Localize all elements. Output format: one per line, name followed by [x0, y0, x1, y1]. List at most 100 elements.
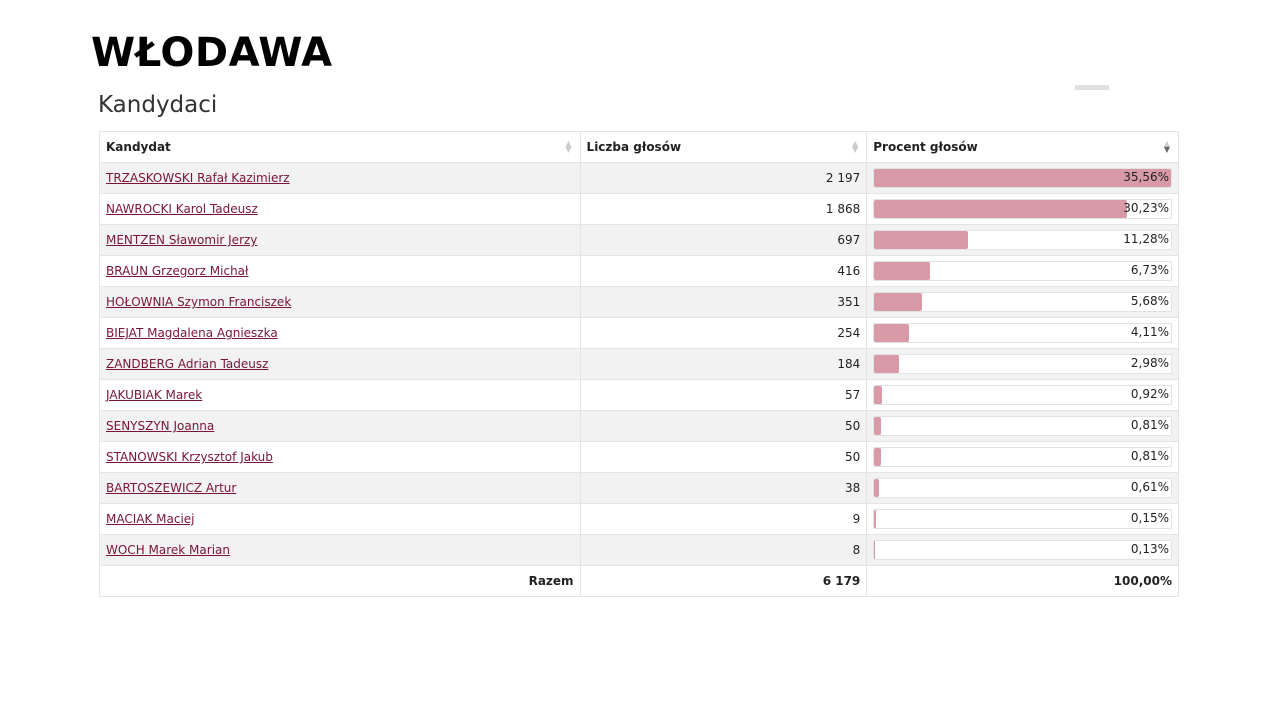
total-votes: 6 179	[579, 565, 868, 597]
candidate-link[interactable]: TRZASKOWSKI Rafał Kazimierz	[106, 171, 290, 185]
percent-bar-fill	[874, 262, 931, 280]
decorative-shape	[1075, 85, 1109, 90]
candidate-link[interactable]: WOCH Marek Marian	[106, 543, 230, 557]
percent-label: 0,92%	[1130, 387, 1169, 401]
header-label: Procent głosów	[873, 140, 978, 154]
candidate-link[interactable]: HOŁOWNIA Szymon Franciszek	[106, 295, 292, 309]
percent-bar-track: 0,61%	[873, 478, 1172, 498]
table-row: SENYSZYN Joanna 50 0,81%	[99, 410, 1179, 442]
percent-bar-fill	[874, 541, 876, 559]
votes-cell: 184	[579, 348, 868, 380]
percent-bar-track: 0,92%	[873, 385, 1172, 405]
percent-bar-fill	[874, 417, 882, 435]
percent-label: 0,13%	[1130, 542, 1169, 556]
table-row: NAWROCKI Karol Tadeusz 1 868 30,23%	[99, 193, 1179, 225]
table-row: TRZASKOWSKI Rafał Kazimierz 2 197 35,56%	[99, 162, 1179, 194]
percent-bar-fill	[874, 200, 1127, 218]
table-row: BARTOSZEWICZ Artur 38 0,61%	[99, 472, 1179, 504]
percent-label: 0,15%	[1130, 511, 1169, 525]
percent-label: 35,56%	[1123, 170, 1169, 184]
percent-label: 4,11%	[1130, 325, 1169, 339]
candidate-link[interactable]: JAKUBIAK Marek	[106, 388, 203, 402]
percent-cell: 4,11%	[866, 317, 1179, 349]
candidate-cell: STANOWSKI Krzysztof Jakub	[99, 441, 581, 473]
votes-cell: 9	[579, 503, 868, 535]
percent-bar-fill	[874, 293, 922, 311]
table-row: STANOWSKI Krzysztof Jakub 50 0,81%	[99, 441, 1179, 473]
table-row: MACIAK Maciej 9 0,15%	[99, 503, 1179, 535]
candidate-cell: BARTOSZEWICZ Artur	[99, 472, 581, 504]
table-row: BIEJAT Magdalena Agnieszka 254 4,11%	[99, 317, 1179, 349]
percent-cell: 11,28%	[866, 224, 1179, 256]
percent-bar-track: 4,11%	[873, 323, 1172, 343]
percent-bar-fill	[874, 324, 909, 342]
percent-cell: 30,23%	[866, 193, 1179, 225]
candidate-link[interactable]: BIEJAT Magdalena Agnieszka	[106, 326, 278, 340]
candidate-cell: MACIAK Maciej	[99, 503, 581, 535]
votes-cell: 57	[579, 379, 868, 411]
percent-cell: 5,68%	[866, 286, 1179, 318]
votes-cell: 2 197	[579, 162, 868, 194]
votes-cell: 1 868	[579, 193, 868, 225]
candidate-cell: NAWROCKI Karol Tadeusz	[99, 193, 581, 225]
candidate-cell: TRZASKOWSKI Rafał Kazimierz	[99, 162, 581, 194]
candidate-link[interactable]: BARTOSZEWICZ Artur	[106, 481, 237, 495]
percent-bar-track: 0,15%	[873, 509, 1172, 529]
candidate-cell: HOŁOWNIA Szymon Franciszek	[99, 286, 581, 318]
percent-cell: 0,92%	[866, 379, 1179, 411]
candidate-link[interactable]: SENYSZYN Joanna	[106, 419, 215, 433]
candidate-cell: SENYSZYN Joanna	[99, 410, 581, 442]
section-title: Kandydaci	[98, 92, 218, 118]
candidate-cell: MENTZEN Sławomir Jerzy	[99, 224, 581, 256]
percent-label: 11,28%	[1123, 232, 1169, 246]
sort-icon: ▲ ▼	[852, 139, 859, 154]
percent-cell: 6,73%	[866, 255, 1179, 287]
column-header-votes[interactable]: Liczba głosów ▲ ▼	[579, 131, 868, 163]
header-label: Liczba głosów	[586, 140, 682, 154]
percent-label: 30,23%	[1123, 201, 1169, 215]
candidate-link[interactable]: MENTZEN Sławomir Jerzy	[106, 233, 258, 247]
percent-bar-track: 30,23%	[873, 199, 1172, 219]
candidate-cell: BRAUN Grzegorz Michał	[99, 255, 581, 287]
table-row: BRAUN Grzegorz Michał 416 6,73%	[99, 255, 1179, 287]
percent-cell: 0,81%	[866, 410, 1179, 442]
candidate-link[interactable]: MACIAK Maciej	[106, 512, 195, 526]
candidate-cell: ZANDBERG Adrian Tadeusz	[99, 348, 581, 380]
total-label: Razem	[99, 565, 581, 597]
candidate-cell: BIEJAT Magdalena Agnieszka	[99, 317, 581, 349]
table-row: WOCH Marek Marian 8 0,13%	[99, 534, 1179, 566]
percent-bar-track: 2,98%	[873, 354, 1172, 374]
percent-bar-track: 35,56%	[873, 168, 1172, 188]
column-header-percent[interactable]: Procent głosów ▲ ▼	[866, 131, 1179, 163]
percent-cell: 0,81%	[866, 441, 1179, 473]
percent-cell: 0,61%	[866, 472, 1179, 504]
candidates-table: Kandydat ▲ ▼ Liczba głosów ▲ ▼ Procent głosó…	[99, 131, 1179, 597]
sort-desc-icon: ▲ ▼	[1163, 139, 1170, 154]
votes-cell: 50	[579, 441, 868, 473]
candidate-cell: JAKUBIAK Marek	[99, 379, 581, 411]
percent-label: 0,81%	[1130, 449, 1169, 463]
column-header-candidate[interactable]: Kandydat ▲ ▼	[99, 131, 581, 163]
candidate-cell: WOCH Marek Marian	[99, 534, 581, 566]
candidate-link[interactable]: ZANDBERG Adrian Tadeusz	[106, 357, 269, 371]
page-title: WŁODAWA	[91, 30, 333, 76]
percent-bar-track: 5,68%	[873, 292, 1172, 312]
votes-cell: 697	[579, 224, 868, 256]
percent-bar-track: 6,73%	[873, 261, 1172, 281]
table-row: HOŁOWNIA Szymon Franciszek 351 5,68%	[99, 286, 1179, 318]
percent-bar-fill	[874, 169, 1171, 187]
candidate-link[interactable]: STANOWSKI Krzysztof Jakub	[106, 450, 273, 464]
votes-cell: 254	[579, 317, 868, 349]
table-row: ZANDBERG Adrian Tadeusz 184 2,98%	[99, 348, 1179, 380]
percent-bar-fill	[874, 510, 876, 528]
candidate-link[interactable]: BRAUN Grzegorz Michał	[106, 264, 249, 278]
table-row: JAKUBIAK Marek 57 0,92%	[99, 379, 1179, 411]
percent-bar-track: 0,13%	[873, 540, 1172, 560]
percent-bar-fill	[874, 448, 882, 466]
percent-bar-track: 0,81%	[873, 416, 1172, 436]
percent-bar-track: 0,81%	[873, 447, 1172, 467]
percent-label: 2,98%	[1130, 356, 1169, 370]
candidate-link[interactable]: NAWROCKI Karol Tadeusz	[106, 202, 258, 216]
table-row: MENTZEN Sławomir Jerzy 697 11,28%	[99, 224, 1179, 256]
total-percent: 100,00%	[866, 565, 1179, 597]
